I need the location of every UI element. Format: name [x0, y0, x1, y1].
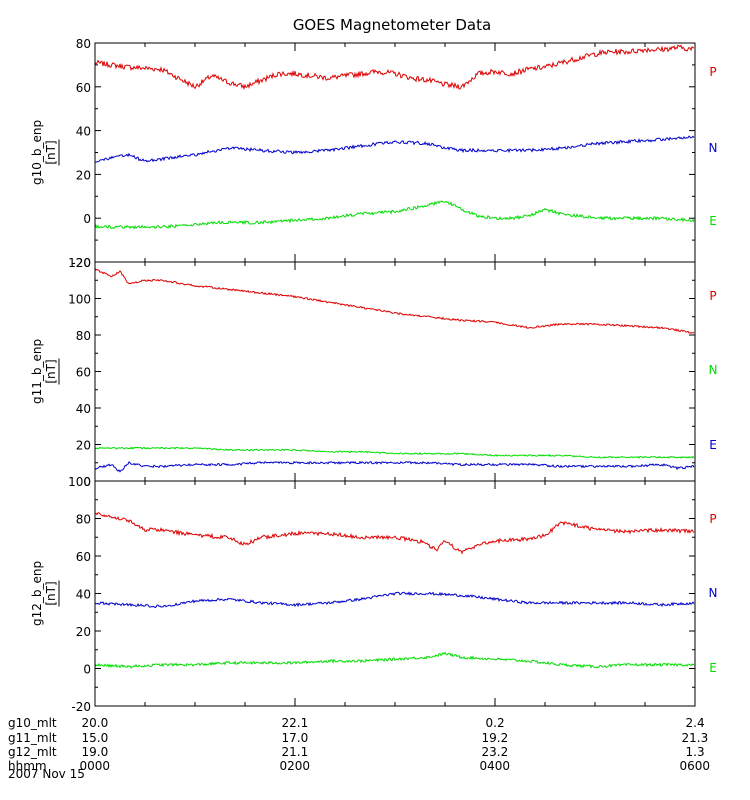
y-tick-label: 40 — [76, 125, 91, 139]
time-tick-value: 19.2 — [481, 731, 509, 745]
time-row-label: g10_mlt — [8, 716, 57, 730]
time-row-label: g11_mlt — [8, 731, 57, 745]
time-tick-value: 19.0 — [81, 745, 109, 759]
time-tick-value: 0000 — [79, 759, 111, 773]
y-axis-unit: [nT] — [44, 359, 58, 383]
chart-title: GOES Magnetometer Data — [293, 16, 491, 34]
y-tick-label: 20 — [76, 439, 91, 453]
y-tick-label: 80 — [76, 513, 91, 527]
legend-E: E — [709, 661, 717, 675]
y-tick-label: 40 — [76, 588, 91, 602]
y-tick-label: 120 — [68, 256, 91, 270]
time-tick-value: 0600 — [679, 759, 711, 773]
time-tick-value: 21.3 — [681, 731, 709, 745]
time-tick-value: 0.2 — [485, 716, 505, 730]
y-tick-label: -20 — [71, 256, 91, 270]
legend-P: P — [709, 512, 716, 526]
y-tick-label: 100 — [68, 293, 91, 307]
panel-frame — [94, 480, 696, 707]
y-tick-label: 20 — [76, 625, 91, 639]
y-tick-label: 60 — [76, 366, 91, 380]
time-row-label: g12_mlt — [8, 745, 57, 759]
series-line-N — [94, 591, 695, 609]
legend-N: N — [709, 586, 718, 600]
legend-P: P — [709, 289, 716, 303]
legend-N: N — [709, 141, 718, 155]
time-tick-value: 22.1 — [281, 716, 309, 730]
time-tick-value: 0200 — [279, 759, 311, 773]
series-line-N — [94, 135, 695, 163]
y-tick-label: 60 — [76, 550, 91, 564]
panel-frame — [94, 42, 696, 263]
y-tick-label: 60 — [76, 81, 91, 95]
legend-E: E — [709, 214, 717, 228]
date-label: 2007 Nov 15 — [8, 767, 85, 781]
y-tick-label: 0 — [83, 212, 91, 226]
y-axis-label: g11_b_enp — [30, 339, 44, 404]
series-line-E — [94, 460, 695, 473]
time-tick-value: 0400 — [479, 759, 511, 773]
y-axis-label: g10_b_enp — [30, 120, 44, 185]
time-tick-value: 17.0 — [281, 731, 309, 745]
time-tick-value: 2.4 — [685, 716, 705, 730]
y-tick-label: 80 — [76, 37, 91, 51]
y-axis-unit: [nT] — [44, 581, 58, 605]
y-tick-label: 0 — [83, 475, 91, 489]
time-row-label: hhmm — [8, 759, 47, 773]
series-line-N — [94, 446, 695, 459]
series-line-P — [94, 44, 694, 91]
time-tick-value: 21.1 — [281, 745, 309, 759]
y-tick-label: 80 — [76, 329, 91, 343]
series-line-E — [94, 200, 695, 230]
y-tick-label: 100 — [68, 475, 91, 489]
y-tick-label: 20 — [76, 168, 91, 182]
series-line-P — [94, 268, 695, 334]
time-tick-value: 1.3 — [685, 745, 705, 759]
legend-P: P — [709, 65, 716, 79]
series-line-P — [95, 512, 695, 555]
y-tick-label: 40 — [76, 402, 91, 416]
time-tick-value: 20.0 — [81, 716, 109, 730]
y-axis-label: g12_b_enp — [30, 561, 44, 626]
legend-E: E — [709, 438, 717, 452]
y-tick-label: -20 — [71, 700, 91, 714]
legend-N: N — [709, 363, 718, 377]
time-tick-value: 15.0 — [81, 731, 109, 745]
series-line-E — [94, 651, 695, 669]
time-tick-value: 23.2 — [481, 745, 509, 759]
y-tick-label: 0 — [83, 663, 91, 677]
y-axis-unit: [nT] — [44, 140, 58, 164]
